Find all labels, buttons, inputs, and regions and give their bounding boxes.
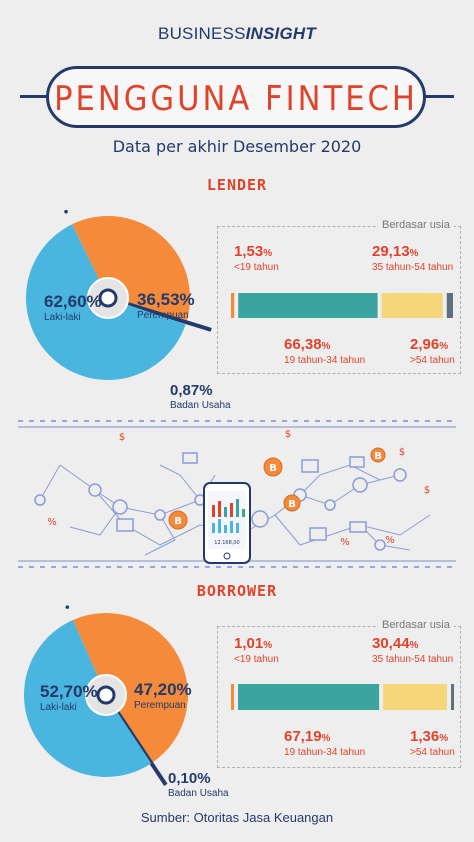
borrower-age-19-34-label: 19 tahun-34 tahun — [284, 747, 366, 758]
bitcoin-icon — [283, 494, 301, 512]
svg-text:B: B — [269, 463, 277, 474]
svg-text:B: B — [374, 451, 382, 462]
percent-icon: % — [340, 537, 350, 548]
brand-part1: BUSINESS — [158, 24, 246, 43]
pie-center-dot — [96, 685, 116, 705]
borrower-business-pct: 0,10% — [168, 770, 211, 787]
svg-text:B: B — [174, 516, 182, 527]
page-title: PENGGUNA FINTECH — [54, 79, 418, 119]
monitor-icon — [116, 518, 134, 532]
network-node — [154, 509, 166, 521]
lender-male-pct: 62,60% — [44, 292, 102, 311]
age-bar-u19 — [231, 684, 234, 710]
scale-icon — [349, 521, 367, 533]
lender-age-19-34-label: 19 tahun-34 tahun — [284, 355, 366, 366]
brand-logo: BUSINESSINSIGHT — [0, 24, 474, 44]
network-node — [88, 483, 102, 497]
lender-male-label: Laki-laki — [44, 312, 81, 323]
lender-age-o54-pct: 2,96% — [410, 336, 449, 353]
borrower-female-pct: 47,20% — [134, 680, 192, 699]
pie-slice-female — [72, 216, 190, 321]
section-title-lender: LENDER — [206, 176, 268, 194]
svg-text:B: B — [288, 499, 296, 510]
lender-age-box — [217, 226, 461, 374]
lender-age-19-34-pct: 66,38% — [284, 336, 331, 353]
lender-age-u19-label: <19 tahun — [234, 262, 279, 273]
age-bar-o54 — [446, 293, 453, 318]
title-rule-left — [20, 95, 46, 98]
lender-female-pct: 36,53% — [137, 290, 195, 309]
monitor-icon — [309, 527, 327, 541]
borrower-pie-chart — [23, 605, 188, 787]
pie-center-dot — [98, 288, 118, 308]
age-bar-19-34 — [238, 684, 380, 710]
borrower-male-label: Laki-laki — [40, 702, 77, 713]
pie-guide-dot — [64, 209, 68, 214]
lender-business-pct: 0,87% — [170, 382, 213, 399]
bitcoin-icon — [168, 510, 188, 530]
pie-slice-female — [72, 613, 188, 764]
lender-age-35-54-pct: 29,13% — [372, 243, 419, 260]
borrower-age-o54-label: >54 tahun — [410, 747, 455, 758]
phone-icon: 12.168,00 — [203, 482, 251, 564]
borrower-age-35-54-label: 35 tahun-54 tahun — [372, 654, 454, 665]
section-title-borrower: BORROWER — [196, 582, 278, 600]
borrower-male-pct: 52,70% — [40, 682, 98, 701]
lender-pie-chart — [25, 209, 212, 380]
phone-value: 12.168,00 — [214, 540, 239, 546]
fintech-network-illustration: B B B B % $ $ $ % % $ — [18, 420, 456, 568]
network-node — [324, 499, 336, 511]
lock-icon — [349, 456, 365, 468]
borrower-age-35-54-pct: 30,44% — [372, 635, 419, 652]
borrower-age-caption: Berdasar usia — [378, 619, 454, 631]
borrower-age-u19-label: <19 tahun — [234, 654, 279, 665]
brand-part2: INSIGHT — [245, 24, 316, 43]
age-bar-35-54 — [381, 293, 443, 318]
page-subtitle: Data per akhir Desember 2020 — [112, 137, 362, 156]
age-bar-o54 — [451, 684, 455, 710]
borrower-age-19-34-pct: 67,19% — [284, 728, 331, 745]
bitcoin-icon — [263, 457, 283, 477]
borrower-female-label: Perempuan — [134, 700, 186, 711]
age-bar-u19 — [231, 293, 235, 318]
shopping-cart-icon — [182, 452, 198, 464]
network-node — [34, 494, 46, 506]
globe-icon — [251, 510, 269, 528]
borrower-age-box — [217, 626, 461, 768]
bank-icon — [112, 499, 128, 515]
dollar-icon: $ — [424, 485, 430, 496]
lender-age-o54-label: >54 tahun — [410, 355, 455, 366]
source-note: Sumber: Otoritas Jasa Keuangan — [140, 810, 334, 825]
network-node — [352, 477, 368, 493]
lender-female-label: Perempuan — [137, 310, 189, 321]
lender-age-u19-pct: 1,53% — [234, 243, 273, 260]
borrower-business-label: Badan Usaha — [168, 788, 229, 799]
dollar-icon: $ — [285, 429, 291, 440]
borrower-age-o54-pct: 1,36% — [410, 728, 449, 745]
lender-age-35-54-label: 35 tahun-54 tahun — [372, 262, 454, 273]
lender-age-caption: Berdasar usia — [378, 219, 454, 231]
lender-business-label: Badan Usaha — [170, 400, 231, 411]
title-rule-right — [426, 95, 454, 98]
network-node — [374, 539, 386, 551]
percent-icon: % — [47, 517, 57, 528]
bitcoin-icon — [370, 447, 386, 463]
pie-guide-dot — [65, 605, 70, 609]
percent-icon: % — [385, 535, 395, 546]
chart-icon — [301, 459, 319, 473]
age-bar-19-34 — [238, 293, 378, 318]
dollar-icon: $ — [119, 432, 125, 443]
borrower-age-u19-pct: 1,01% — [234, 635, 273, 652]
age-bar-35-54 — [383, 684, 448, 710]
title-frame: PENGGUNA FINTECH — [46, 66, 426, 128]
network-node — [393, 468, 407, 482]
dollar-icon: $ — [399, 447, 405, 458]
